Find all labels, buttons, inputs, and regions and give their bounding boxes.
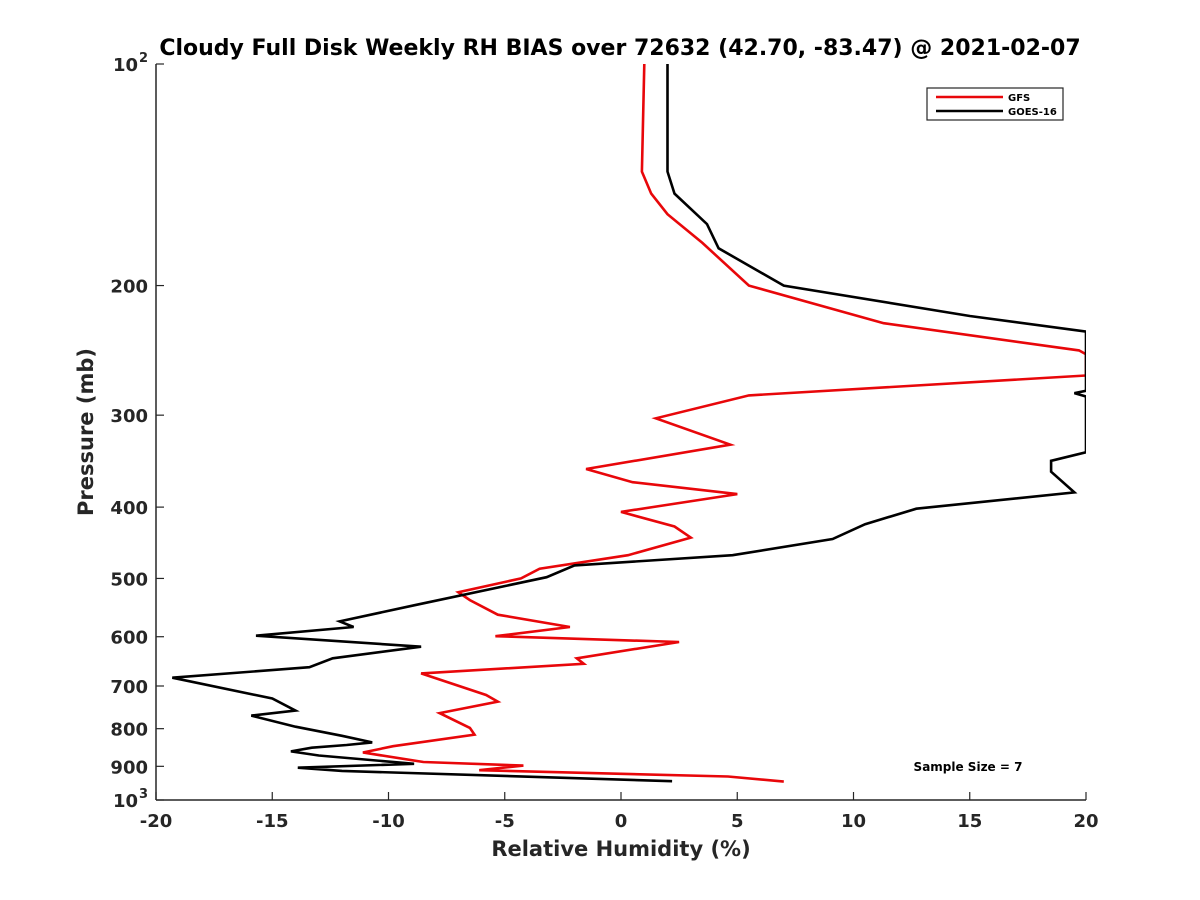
x-tick-label: 20	[1073, 811, 1098, 832]
legend-label-goes16: GOES-16	[1008, 107, 1057, 118]
y-tick-label: 500	[110, 569, 148, 590]
x-tick-label: 0	[615, 811, 628, 832]
legend-box	[926, 87, 1064, 121]
x-axis-label: Relative Humidity (%)	[491, 837, 750, 861]
y-tick-label: 600	[110, 628, 148, 649]
y-axis-label: Pressure (mb)	[74, 348, 98, 516]
x-tick-label: -20	[140, 811, 173, 832]
series-line-gfs	[362, 64, 1086, 783]
sample-size-annotation: Sample Size = 7	[914, 760, 1023, 774]
y-tick-label: 10	[113, 791, 138, 812]
x-tick-label: 5	[731, 811, 744, 832]
y-tick-exponent: 2	[139, 51, 148, 66]
y-tick-label: 800	[110, 720, 148, 741]
y-tick-label: 200	[110, 277, 148, 298]
y-tick-label: 10	[113, 55, 138, 76]
legend-label-gfs: GFS	[1008, 93, 1030, 104]
chart-title: Cloudy Full Disk Weekly RH BIAS over 726…	[159, 36, 1080, 61]
x-tick-label: -15	[256, 811, 289, 832]
series-line-goes16	[172, 64, 1086, 783]
plot-area	[172, 64, 1086, 783]
y-tick-label: 400	[110, 498, 148, 519]
x-tick-label: -10	[372, 811, 405, 832]
series-layer	[172, 64, 1086, 783]
x-axis-ticks: -20 -15 -10 -5 0 5 10 15 20	[140, 792, 1099, 832]
x-tick-label: 10	[841, 811, 866, 832]
y-tick-label: 900	[110, 757, 148, 778]
legend: GFS GOES-16	[926, 87, 1064, 121]
x-tick-label: -5	[495, 811, 515, 832]
x-tick-label: 15	[957, 811, 982, 832]
y-tick-label: 300	[110, 406, 148, 427]
y-tick-label: 700	[110, 677, 148, 698]
y-tick-exponent: 3	[139, 787, 148, 802]
